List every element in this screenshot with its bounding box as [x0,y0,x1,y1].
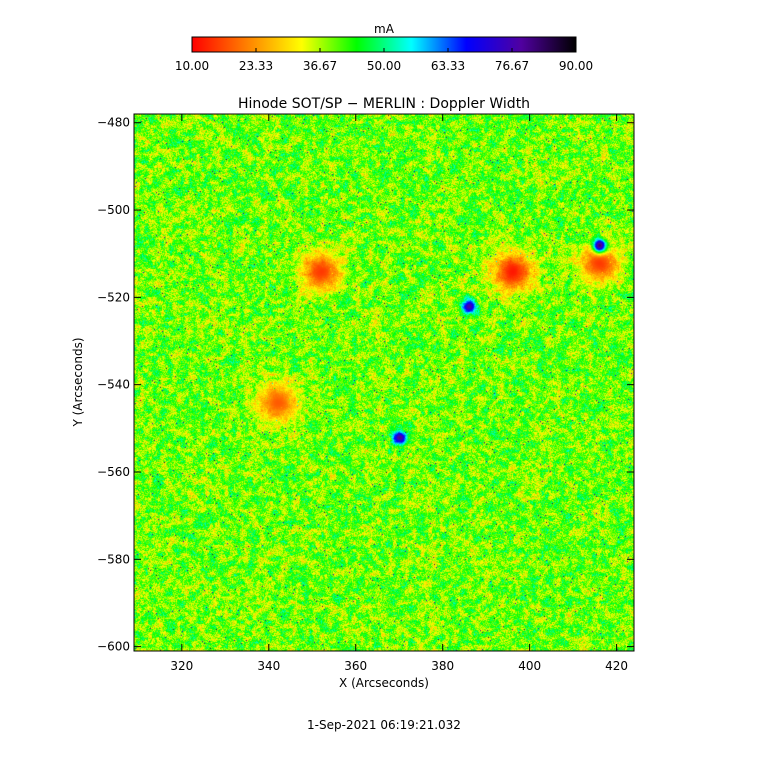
y-tick-label: −480 [97,116,130,130]
colorbar-tick-label: 76.67 [495,59,529,73]
colorbar-tick-label: 90.00 [559,59,593,73]
x-tick-label: 320 [170,659,193,673]
y-tick-label: −540 [97,378,130,392]
x-tick-label: 380 [431,659,454,673]
y-tick-label: −520 [97,290,130,304]
plot-area [133,113,635,652]
x-tick-label: 400 [518,659,541,673]
colorbar: mA 10.00 23.33 36.67 50.00 63.33 76.67 90.00 [175,22,593,73]
colorbar-unit-label: mA [374,22,395,36]
x-tick-label: 360 [344,659,367,673]
heatmap-image [134,114,634,651]
colorbar-tick-label: 36.67 [303,59,337,73]
observation-timestamp: 1-Sep-2021 06:19:21.032 [307,718,461,732]
chart-title: Hinode SOT/SP − MERLIN : Doppler Width [238,96,530,112]
colorbar-ticks: 10.00 23.33 36.67 50.00 63.33 76.67 90.00 [175,48,593,73]
x-tick-label: 340 [257,659,280,673]
y-axis-label: Y (Arcseconds) [71,337,85,427]
y-tick-label: −580 [97,552,130,566]
plot-frame [133,113,635,652]
colorbar-tick-label: 10.00 [175,59,209,73]
x-tick-label: 420 [605,659,628,673]
colorbar-tick-label: 23.33 [239,59,273,73]
y-axis-ticks: −480 −500 −520 −540 −560 −580 −600 [97,116,634,654]
y-tick-label: −560 [97,465,130,479]
y-tick-label: −600 [97,640,130,654]
x-axis-ticks: 320 340 360 380 400 420 [170,114,628,673]
x-axis-label: X (Arcseconds) [339,676,429,690]
colorbar-tick-label: 63.33 [431,59,465,73]
y-tick-label: −500 [97,203,130,217]
colorbar-tick-label: 50.00 [367,59,401,73]
